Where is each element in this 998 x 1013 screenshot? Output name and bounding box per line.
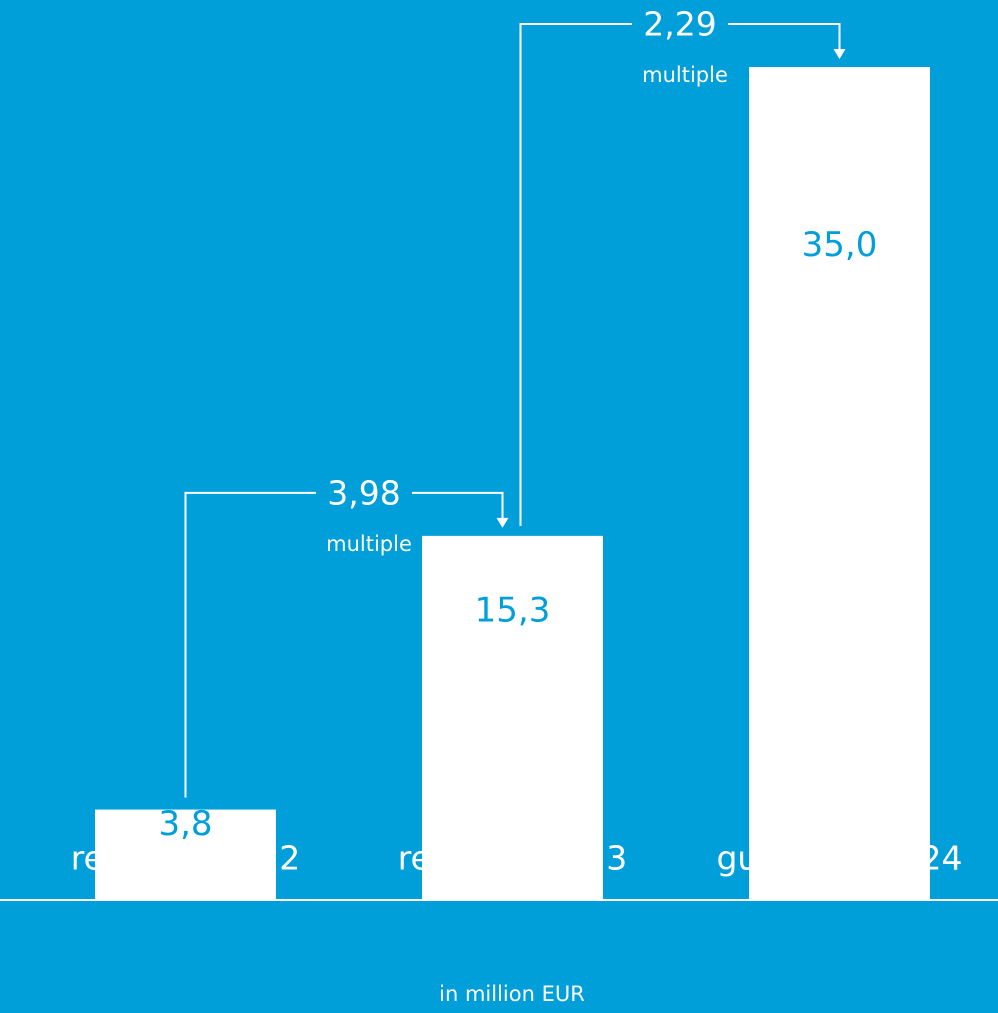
arrow-head	[833, 49, 846, 59]
connector	[184, 491, 504, 798]
bar	[95, 809, 276, 900]
bar	[749, 67, 930, 900]
multiple-value: 2,29	[643, 5, 716, 44]
value-label: 15,3	[475, 590, 551, 630]
multiple-value: 3,98	[327, 473, 400, 512]
x-axis-label: in million EUR	[439, 982, 585, 1006]
value-label: 3,8	[158, 804, 212, 844]
x-tick-label: revenue 2023	[398, 839, 628, 878]
multiple-note: multiple	[642, 63, 728, 87]
connector	[519, 23, 841, 526]
x-tick-label: guidance 2024	[716, 839, 962, 878]
value-label: 35,0	[802, 225, 878, 265]
bar	[422, 535, 603, 900]
arrow-head	[496, 517, 509, 528]
multiple-note: multiple	[326, 532, 412, 556]
x-tick-label: revenue 2022	[71, 839, 301, 878]
